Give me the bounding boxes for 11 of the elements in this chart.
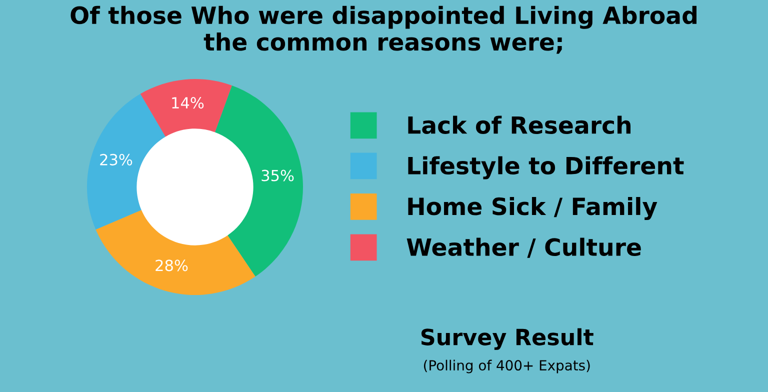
data-label: 35% (262, 170, 294, 182)
data-label: 28% (156, 260, 188, 272)
data-label: 23% (100, 154, 132, 166)
chart-title: Of those Who were disappointed Living Abroad the common reasons were; (70, 6, 696, 54)
text: (Polling of 400+ Expats) (424, 360, 590, 374)
legend-label: Lack of Research (408, 116, 630, 134)
data-label: 14% (172, 97, 204, 109)
legend-label: Home Sick / Family (408, 197, 658, 220)
legend-label: Lifestyle to Different (408, 156, 684, 180)
text: Survey Result (421, 328, 594, 350)
legend-label: Weather / Culture (406, 238, 641, 258)
